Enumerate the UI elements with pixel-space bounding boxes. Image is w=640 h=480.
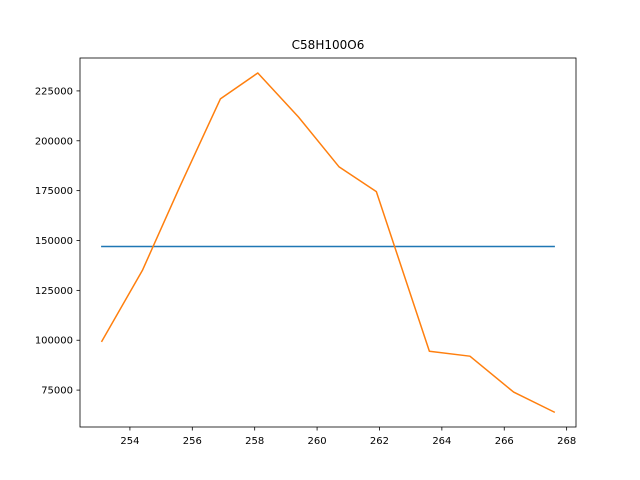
y-tick-label: 100000: [35, 336, 73, 347]
y-axis-ticks: 75000 100000 125000 150000 175000 200000 22500…: [35, 86, 80, 397]
x-tick-label: 266: [495, 436, 514, 447]
plot-frame: [79, 57, 577, 428]
y-tick-label: 225000: [35, 86, 73, 97]
y-tick-label: 200000: [35, 136, 73, 147]
x-tick-label: 256: [183, 436, 202, 447]
x-tick-label: 260: [308, 436, 327, 447]
plot-lines: [100, 72, 556, 414]
chart-title: C58H100O6: [292, 38, 365, 52]
y-tick-label: 125000: [35, 286, 73, 297]
y-tick-label: 75000: [41, 386, 73, 397]
x-tick-label: 254: [120, 436, 139, 447]
x-tick-label: 258: [245, 436, 264, 447]
x-tick-label: 262: [370, 436, 389, 447]
x-tick-label: 264: [432, 436, 451, 447]
y-tick-label: 150000: [35, 236, 73, 247]
y-tick-label: 175000: [35, 186, 73, 197]
x-tick-label: 268: [557, 436, 576, 447]
x-axis-ticks: 254 256 258 260 262 264 266 268: [120, 427, 576, 447]
series-2-line: [100, 72, 556, 414]
